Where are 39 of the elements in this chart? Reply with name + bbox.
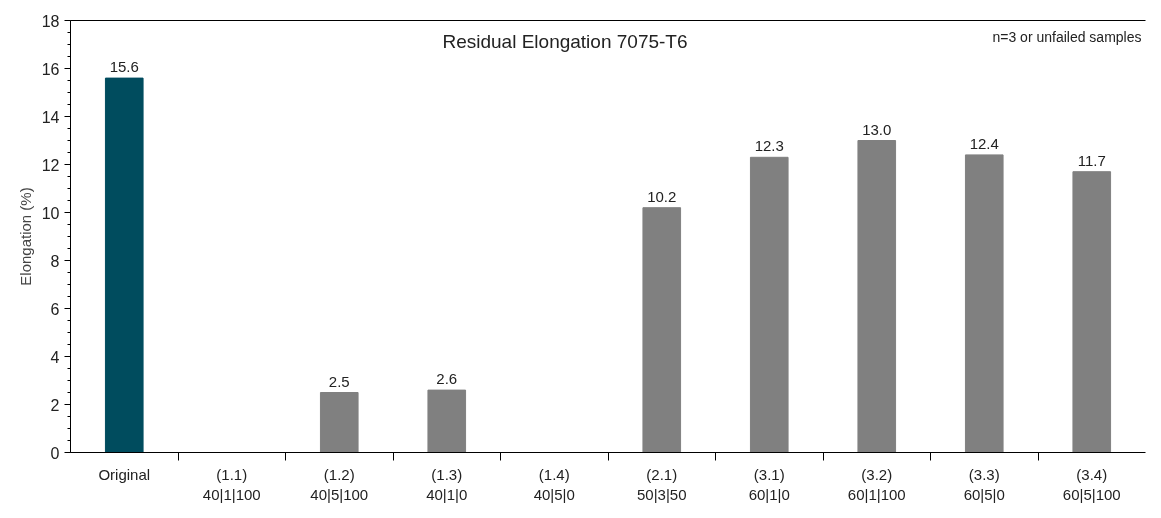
x-tick-label: (3.1) 60|1|0 [748,465,790,503]
x-tick-label: (1.1) 40|1|100 [202,465,261,503]
y-tick-label: 2 [50,396,60,414]
bar [104,77,144,453]
data-label: 11.7 [1077,151,1106,169]
annotation: n=3 or unfailed samples [992,28,1142,45]
y-tick-label: 16 [41,60,60,78]
y-tick-label: 4 [50,348,60,366]
bar [642,207,682,453]
y-tick-label: 12 [41,156,60,174]
y-tick-label: 0 [50,444,60,462]
y-tick-label: 14 [41,108,60,126]
x-tick-label: (3.4) 60|5|100 [1062,465,1121,503]
text: Residual Elongation 7075-T6 [442,30,688,52]
data-label: 12.3 [754,137,784,155]
bar [964,154,1004,453]
bar [427,389,467,453]
bar [1072,171,1112,453]
x-tick-label: (1.3) 40|1|0 [426,465,468,503]
data-label: 12.4 [969,134,999,152]
data-label: 2.6 [436,370,458,388]
data-label: 15.6 [109,58,139,76]
data-label: 13.0 [862,120,892,138]
x-tick-label: (2.1) 50|3|50 [637,465,687,503]
bar [749,156,789,453]
x-tick-label: (1.2) 40|5|100 [310,465,369,503]
x-tick-label: (1.4) 40|5|0 [533,465,575,503]
y-tick-label: 8 [50,252,60,270]
y-tick-label: 18 [41,12,60,30]
data-label: 10.2 [647,187,677,205]
bar [857,140,897,453]
bar [319,392,359,453]
x-tick-label: (3.2) 60|1|100 [847,465,906,503]
y-tick-label: 6 [50,300,60,318]
y-tick-label: 10 [41,204,60,222]
data-label: 2.5 [328,372,350,390]
x-tick-label: (3.3) 60|5|0 [963,465,1005,503]
x-tick-label: Original [98,465,151,483]
y-axis-title: Elongation (%) [16,187,34,286]
